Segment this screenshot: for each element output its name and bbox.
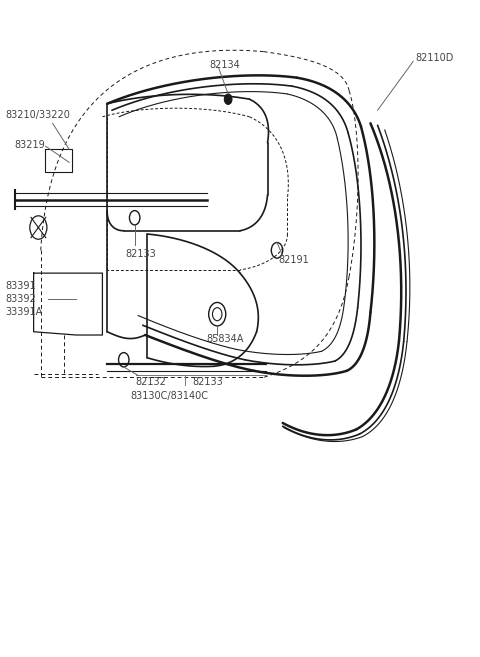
Text: 83130C/83140C: 83130C/83140C bbox=[130, 392, 208, 401]
Text: 83210/33220: 83210/33220 bbox=[5, 110, 70, 120]
Text: 85834A: 85834A bbox=[207, 334, 244, 344]
Text: 83391: 83391 bbox=[5, 281, 36, 291]
Text: 82133: 82133 bbox=[192, 377, 223, 387]
Text: 33391A: 33391A bbox=[5, 307, 42, 317]
Text: 82134: 82134 bbox=[209, 60, 240, 70]
Text: 82132: 82132 bbox=[136, 377, 167, 387]
Text: 83392: 83392 bbox=[5, 294, 36, 304]
Text: 83219: 83219 bbox=[14, 140, 46, 150]
Text: 82133: 82133 bbox=[125, 248, 156, 259]
Text: 82110D: 82110D bbox=[416, 53, 454, 63]
Circle shape bbox=[224, 94, 232, 104]
Text: 82191: 82191 bbox=[278, 255, 309, 265]
